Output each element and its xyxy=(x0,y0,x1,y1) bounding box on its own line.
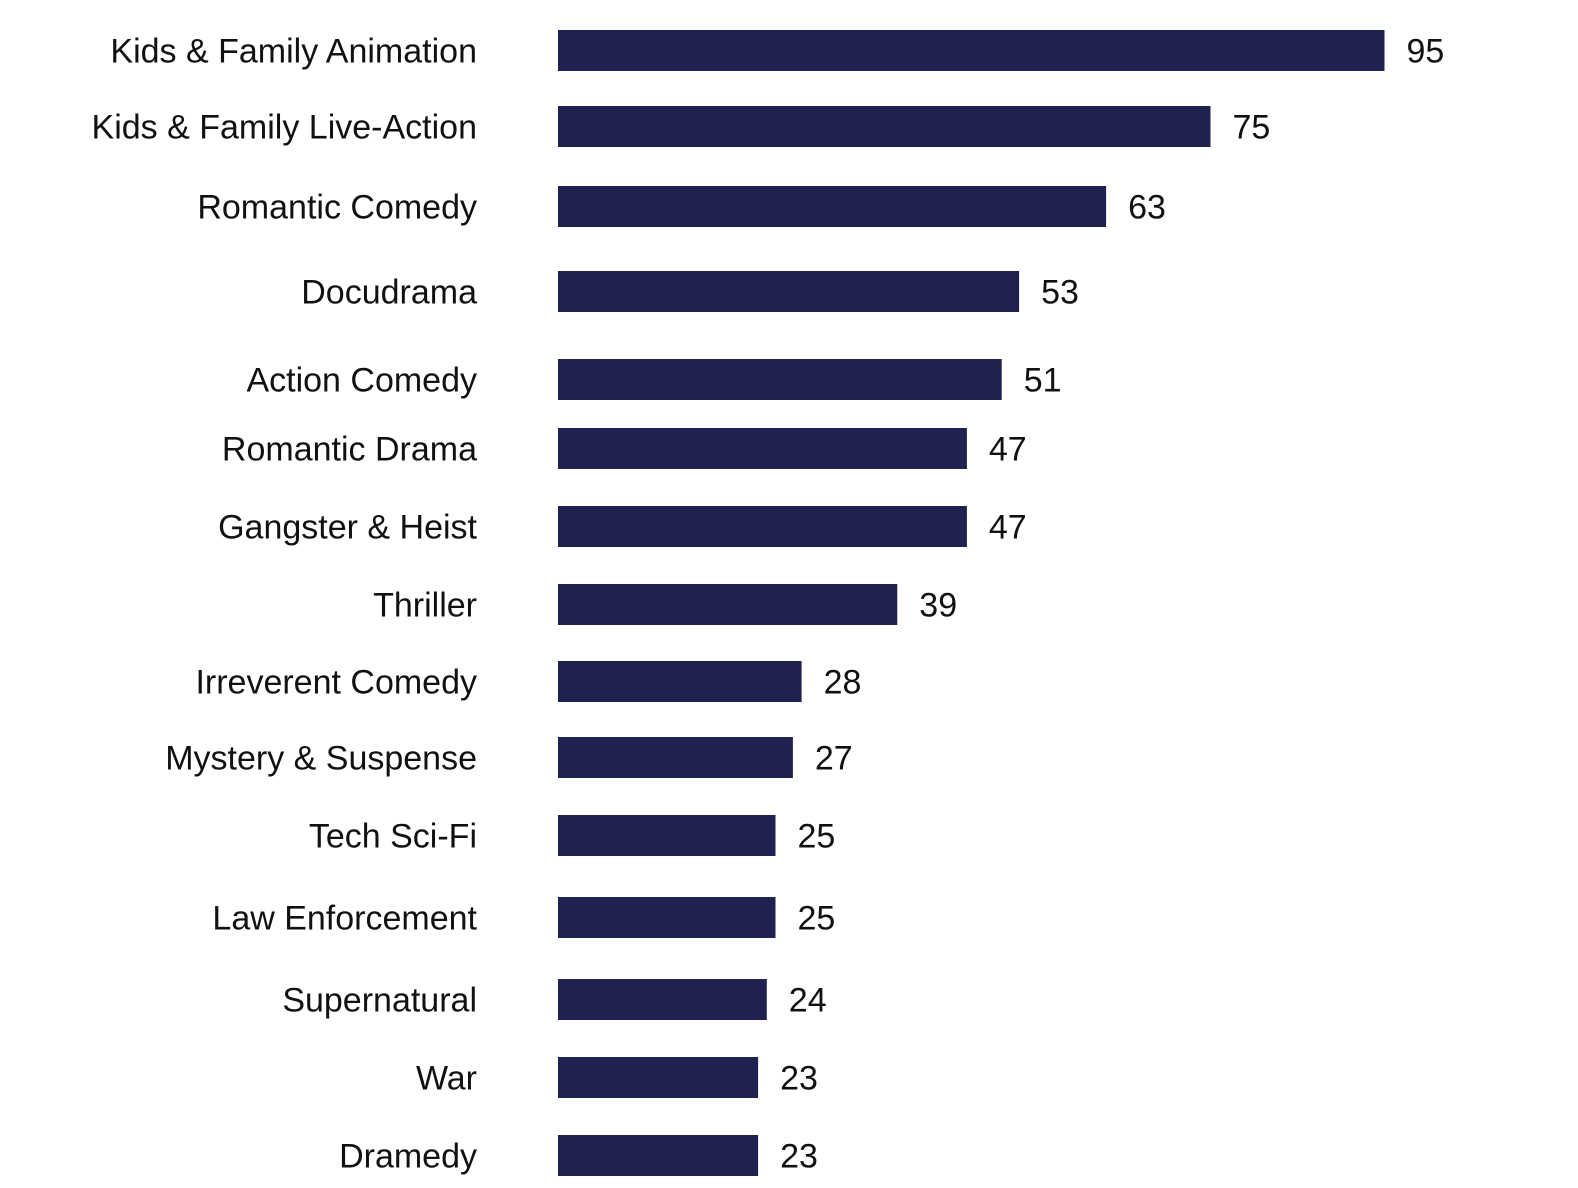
bar-romantic-drama xyxy=(558,428,967,469)
category-label-supernatural: Supernatural xyxy=(282,982,477,1020)
category-label-gangster-and-heist: Gangster & Heist xyxy=(218,509,477,547)
category-label-mystery-and-suspense: Mystery & Suspense xyxy=(165,740,477,778)
category-label-war: War xyxy=(416,1060,477,1098)
bar-docudrama xyxy=(558,271,1020,312)
value-label-law-enforcement: 25 xyxy=(798,900,836,938)
category-label-kids-and-family-live-action: Kids & Family Live-Action xyxy=(92,109,477,147)
bar-action-comedy xyxy=(558,359,1002,400)
value-label-dramedy: 23 xyxy=(780,1138,818,1176)
value-label-supernatural: 24 xyxy=(789,982,827,1020)
category-label-tech-sci-fi: Tech Sci-Fi xyxy=(309,818,477,856)
bar-irreverent-comedy xyxy=(558,661,802,702)
value-labels-group: 95 75 63 53 51 47 47 39 28 27 25 25 24 23 23 xyxy=(780,33,1444,1176)
category-label-romantic-drama: Romantic Drama xyxy=(222,431,477,469)
bar-thriller xyxy=(558,584,898,625)
value-label-kids-and-family-animation: 95 xyxy=(1407,33,1445,71)
bar-war xyxy=(558,1057,759,1098)
bar-kids-and-family-animation xyxy=(558,30,1385,71)
bar-mystery-and-suspense xyxy=(558,737,793,778)
category-labels-group: Kids & Family Animation Kids & Family Liv… xyxy=(92,33,478,1176)
value-label-docudrama: 53 xyxy=(1041,274,1079,312)
category-label-dramedy: Dramedy xyxy=(339,1138,477,1176)
category-label-irreverent-comedy: Irreverent Comedy xyxy=(195,664,477,702)
bar-supernatural xyxy=(558,979,767,1020)
value-label-mystery-and-suspense: 27 xyxy=(815,740,853,778)
value-label-war: 23 xyxy=(780,1060,818,1098)
bar-tech-sci-fi xyxy=(558,815,776,856)
value-label-action-comedy: 51 xyxy=(1024,362,1062,400)
category-label-thriller: Thriller xyxy=(373,587,477,625)
category-label-law-enforcement: Law Enforcement xyxy=(212,900,477,938)
value-label-kids-and-family-live-action: 75 xyxy=(1233,109,1271,147)
bar-romantic-comedy xyxy=(558,186,1107,227)
value-label-gangster-and-heist: 47 xyxy=(989,509,1027,547)
value-label-tech-sci-fi: 25 xyxy=(798,818,836,856)
category-label-kids-and-family-animation: Kids & Family Animation xyxy=(110,33,477,71)
value-label-romantic-comedy: 63 xyxy=(1128,189,1166,227)
bar-law-enforcement xyxy=(558,897,776,938)
value-label-romantic-drama: 47 xyxy=(989,431,1027,469)
category-label-romantic-comedy: Romantic Comedy xyxy=(197,189,477,227)
bar-gangster-and-heist xyxy=(558,506,967,547)
bars-group xyxy=(558,30,1385,1176)
bar-kids-and-family-live-action xyxy=(558,106,1211,147)
category-label-docudrama: Docudrama xyxy=(301,274,477,312)
value-label-irreverent-comedy: 28 xyxy=(824,664,862,702)
bar-dramedy xyxy=(558,1135,759,1176)
value-label-thriller: 39 xyxy=(919,587,957,625)
category-label-action-comedy: Action Comedy xyxy=(246,362,477,400)
